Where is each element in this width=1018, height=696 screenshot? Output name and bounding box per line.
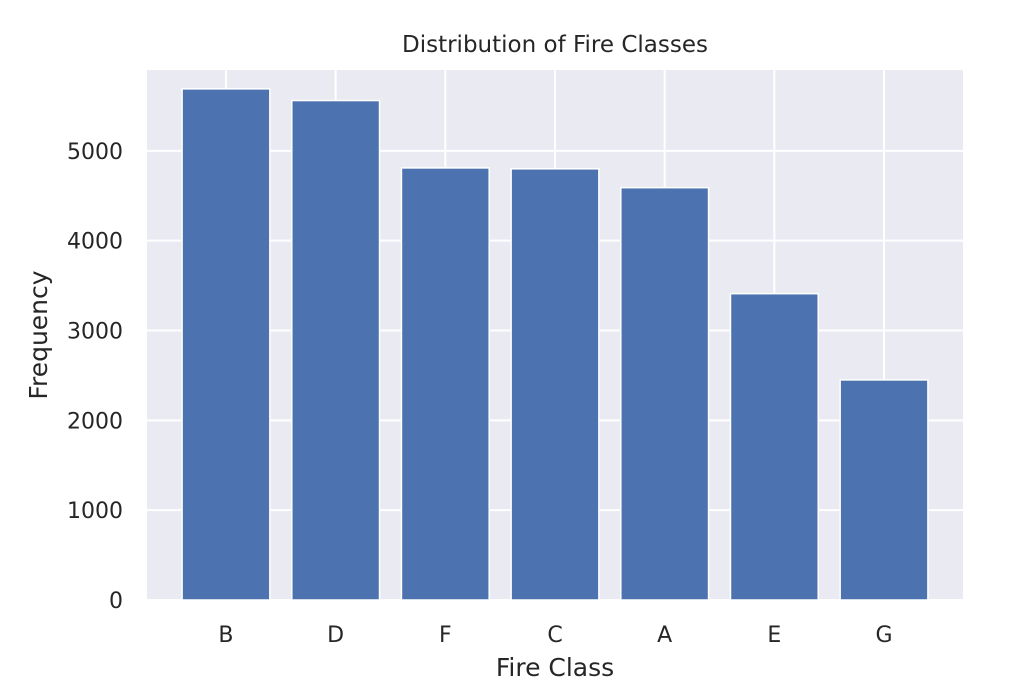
y-tick-label: 0 xyxy=(109,589,123,614)
y-tick-label: 4000 xyxy=(67,230,123,255)
x-tick-label-A: A xyxy=(657,623,672,648)
y-axis-label: Frequency xyxy=(24,270,53,399)
y-tick-label: 3000 xyxy=(67,320,123,345)
y-tick-labels: 0 1000 2000 3000 4000 5000 xyxy=(67,140,123,614)
x-tick-label-F: F xyxy=(439,623,452,648)
y-tick-label: 1000 xyxy=(67,499,123,524)
y-tick-label: 5000 xyxy=(67,140,123,165)
x-tick-label-G: G xyxy=(876,623,893,648)
x-tick-label-D: D xyxy=(327,623,344,648)
x-axis-label: Fire Class xyxy=(496,653,614,682)
bar-A xyxy=(620,186,710,601)
x-tick-label-B: B xyxy=(218,623,233,648)
bar-F xyxy=(400,167,490,601)
x-tick-label-C: C xyxy=(547,623,562,648)
x-tick-label-E: E xyxy=(767,623,781,648)
bar-E xyxy=(729,292,819,601)
bar-G xyxy=(839,379,929,601)
bar-D xyxy=(291,99,381,601)
chart-title: Distribution of Fire Classes xyxy=(402,32,708,58)
y-tick-label: 2000 xyxy=(67,409,123,434)
bar-series xyxy=(181,88,929,601)
bar-C xyxy=(510,168,600,601)
bar-B xyxy=(181,88,271,601)
